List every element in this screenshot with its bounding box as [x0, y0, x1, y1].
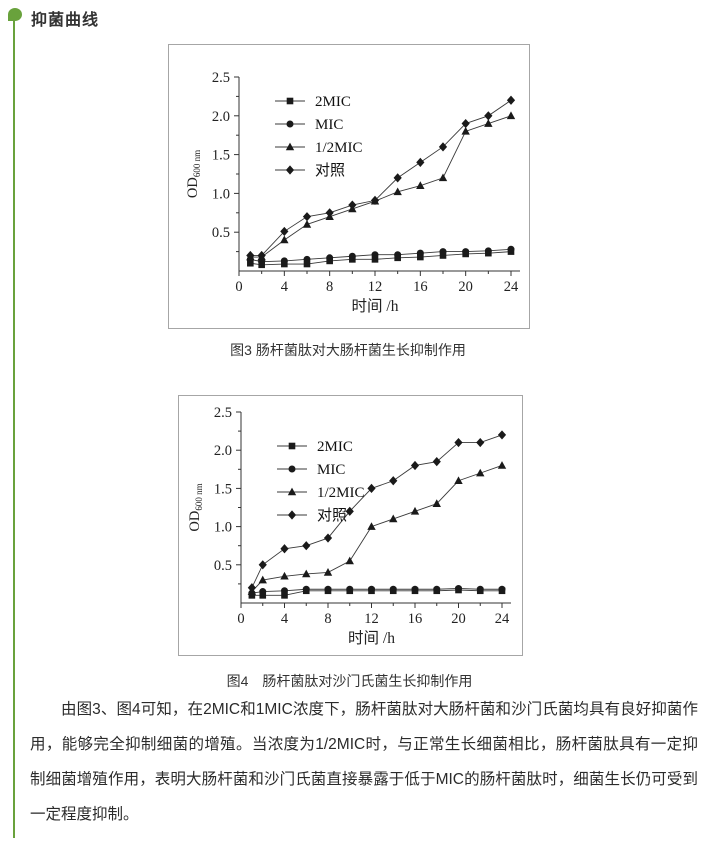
- section-accent-line: [13, 21, 15, 838]
- svg-text:2MIC: 2MIC: [315, 94, 351, 110]
- leaf-bullet-icon: [8, 8, 22, 21]
- figure-ecoli-growth: 0 4 8 12 16 20 24 0.5 1.0 1.5 2.0 2.5 时间 /h OD600 nm 2…: [168, 44, 530, 329]
- svg-text:2.0: 2.0: [214, 443, 232, 459]
- growth-inhibition-chart-ecoli: 0 4 8 12 16 20 24 0.5 1.0 1.5 2.0 2.5 时间 /h OD600 nm 2…: [168, 44, 530, 329]
- svg-text:8: 8: [326, 279, 333, 295]
- svg-text:对照: 对照: [315, 162, 345, 179]
- svg-text:16: 16: [408, 611, 423, 627]
- svg-text:1.5: 1.5: [212, 148, 230, 164]
- svg-text:0.5: 0.5: [214, 558, 232, 574]
- svg-text:1.5: 1.5: [214, 481, 232, 497]
- svg-text:2.5: 2.5: [212, 70, 230, 86]
- svg-text:1.0: 1.0: [214, 520, 232, 536]
- svg-text:0: 0: [237, 611, 244, 627]
- svg-text:对照: 对照: [317, 507, 347, 524]
- svg-text:1.0: 1.0: [212, 186, 230, 202]
- svg-text:24: 24: [504, 279, 519, 295]
- svg-text:时间 /h: 时间 /h: [348, 629, 395, 647]
- section-title: 抑菌曲线: [31, 12, 100, 29]
- svg-text:1/2MIC: 1/2MIC: [317, 485, 365, 501]
- growth-inhibition-chart-salmonella: 0 4 8 12 16 20 24 0.5 1.0 1.5 2.0 2.5 时间 /h OD600 nm 2…: [178, 395, 523, 656]
- svg-text:12: 12: [364, 611, 379, 627]
- svg-text:8: 8: [324, 611, 331, 627]
- svg-text:4: 4: [281, 611, 289, 627]
- svg-text:24: 24: [495, 611, 510, 627]
- svg-text:OD600 nm: OD600 nm: [187, 483, 204, 531]
- svg-text:2.0: 2.0: [212, 109, 230, 125]
- svg-text:0.5: 0.5: [212, 225, 230, 241]
- svg-text:时间 /h: 时间 /h: [352, 297, 399, 315]
- svg-text:2.5: 2.5: [214, 405, 232, 421]
- discussion-paragraph: 由图3、图4可知，在2MIC和1MIC浓度下，肠杆菌肽对大肠杆菌和沙门氏菌均具有…: [30, 701, 698, 823]
- svg-text:20: 20: [451, 611, 466, 627]
- svg-text:2MIC: 2MIC: [317, 439, 353, 455]
- figure-3-caption: 图3 肠杆菌肽对大肠杆菌生长抑制作用: [230, 342, 466, 358]
- svg-text:16: 16: [413, 279, 428, 295]
- svg-text:OD600 nm: OD600 nm: [185, 150, 202, 198]
- svg-text:1/2MIC: 1/2MIC: [315, 140, 363, 156]
- svg-text:MIC: MIC: [315, 117, 343, 133]
- figure-4-caption: 图4 肠杆菌肽对沙门氏菌生长抑制作用: [226, 673, 473, 689]
- svg-text:0: 0: [235, 279, 242, 295]
- svg-text:4: 4: [281, 279, 289, 295]
- figure-salmonella-growth: 0 4 8 12 16 20 24 0.5 1.0 1.5 2.0 2.5 时间 /h OD600 nm 2…: [178, 395, 523, 656]
- svg-text:12: 12: [368, 279, 383, 295]
- svg-text:20: 20: [458, 279, 473, 295]
- svg-text:MIC: MIC: [317, 462, 345, 478]
